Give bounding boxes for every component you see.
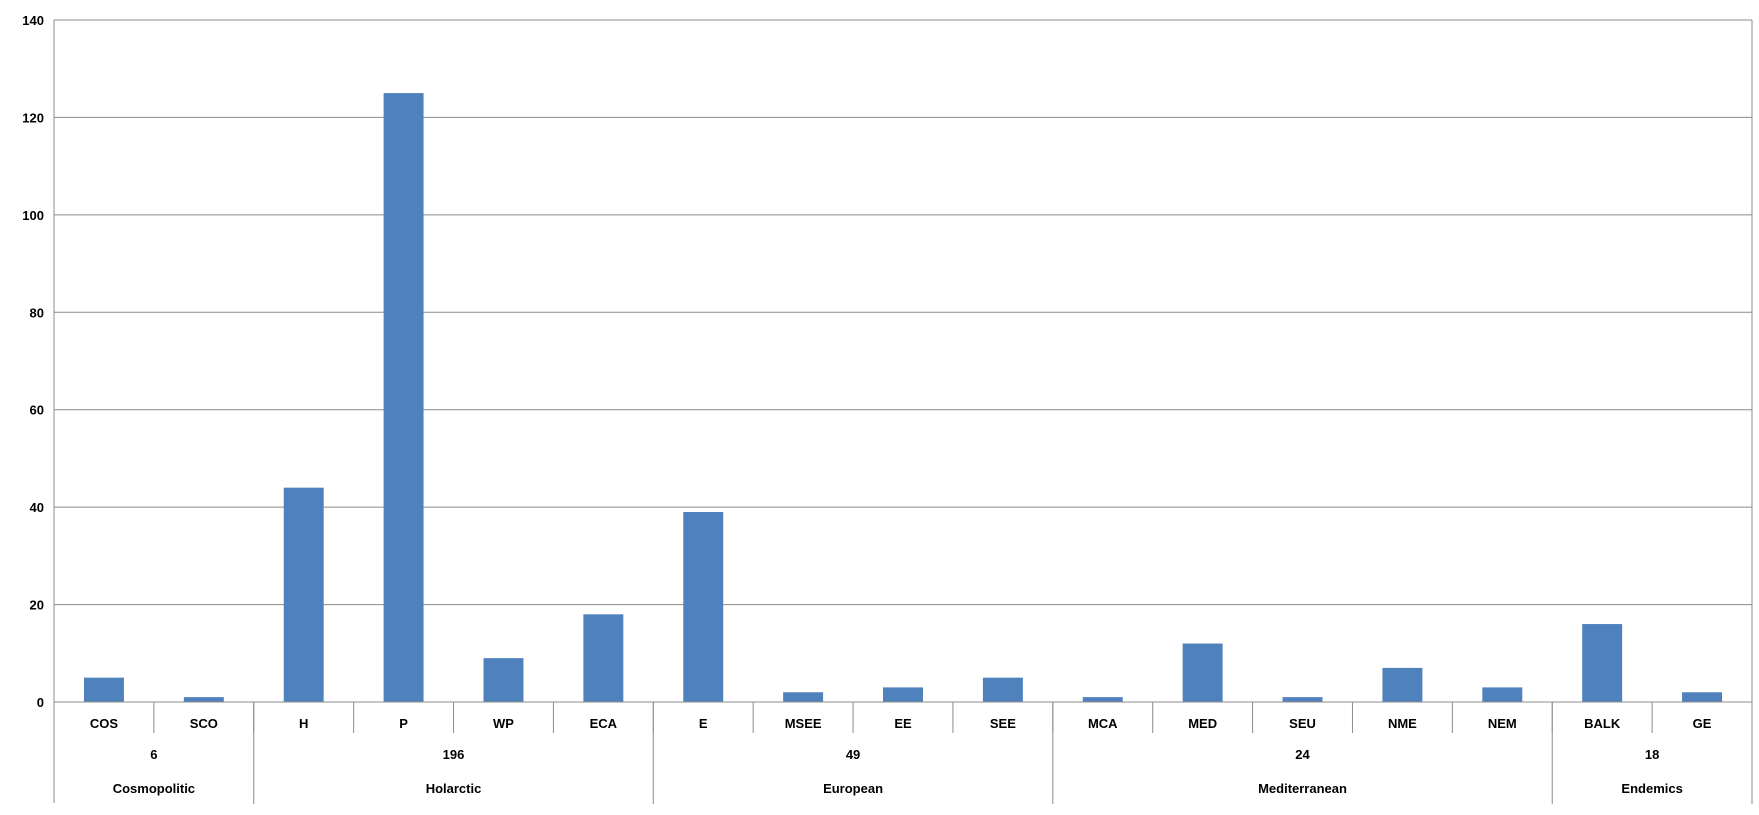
y-tick-label: 0 xyxy=(37,695,44,710)
category-label: MSEE xyxy=(785,716,822,731)
bar-e xyxy=(683,512,724,702)
category-label: COS xyxy=(90,716,119,731)
group-total-label: 24 xyxy=(1295,747,1310,762)
bar-sco xyxy=(183,697,224,702)
bar-ge xyxy=(1682,692,1723,702)
y-tick-label: 100 xyxy=(22,208,44,223)
category-label: NEM xyxy=(1488,716,1517,731)
y-tick-label: 20 xyxy=(30,598,44,613)
category-label: WP xyxy=(493,716,514,731)
bar-eca xyxy=(583,614,624,702)
bar-h xyxy=(283,487,324,702)
bar-nem xyxy=(1482,687,1523,702)
y-tick-label: 140 xyxy=(22,13,44,28)
y-axis: 0 20 40 60 80 100 120 140 xyxy=(22,13,1753,803)
group-total-label: 49 xyxy=(846,747,860,762)
category-label: H xyxy=(299,716,308,731)
category-label: MED xyxy=(1188,716,1217,731)
bars xyxy=(83,93,1723,703)
group-name-label: Cosmopolitic xyxy=(113,781,195,796)
category-label: SEE xyxy=(990,716,1016,731)
bar-mca xyxy=(1082,697,1123,702)
category-label: MCA xyxy=(1088,716,1118,731)
bar-p xyxy=(383,93,424,703)
y-tick-label: 60 xyxy=(30,403,44,418)
y-tick-label: 120 xyxy=(22,110,44,125)
group-name-label: Holarctic xyxy=(426,781,482,796)
group-total-label: 196 xyxy=(443,747,465,762)
bar-wp xyxy=(483,658,524,702)
group-total-label: 18 xyxy=(1645,747,1659,762)
bar-seu xyxy=(1282,697,1323,702)
category-label: GE xyxy=(1693,716,1712,731)
group-name-label: Endemics xyxy=(1621,781,1682,796)
bar-cos xyxy=(83,677,124,702)
x-axis: COS SCO H P WP ECA E MSEE EE SEE MCA MED SEU NME NEM BA… xyxy=(54,701,1753,804)
category-label: SCO xyxy=(190,716,218,731)
y-tick-label: 80 xyxy=(30,305,44,320)
category-label: BALK xyxy=(1584,716,1621,731)
bar-balk xyxy=(1582,624,1623,702)
group-name-label: European xyxy=(823,781,883,796)
bar-ee xyxy=(883,687,923,702)
category-label: E xyxy=(699,716,708,731)
category-label: ECA xyxy=(590,716,618,731)
bar-msee xyxy=(783,692,824,702)
bar-med xyxy=(1182,643,1223,702)
bar-see xyxy=(982,677,1023,702)
group-total-label: 6 xyxy=(150,747,157,762)
category-label: EE xyxy=(894,716,912,731)
bar-nme xyxy=(1382,667,1423,702)
category-label: NME xyxy=(1388,716,1417,731)
category-label: P xyxy=(399,716,408,731)
category-label: SEU xyxy=(1289,716,1316,731)
group-name-label: Mediterranean xyxy=(1258,781,1347,796)
y-tick-label: 40 xyxy=(30,500,44,515)
